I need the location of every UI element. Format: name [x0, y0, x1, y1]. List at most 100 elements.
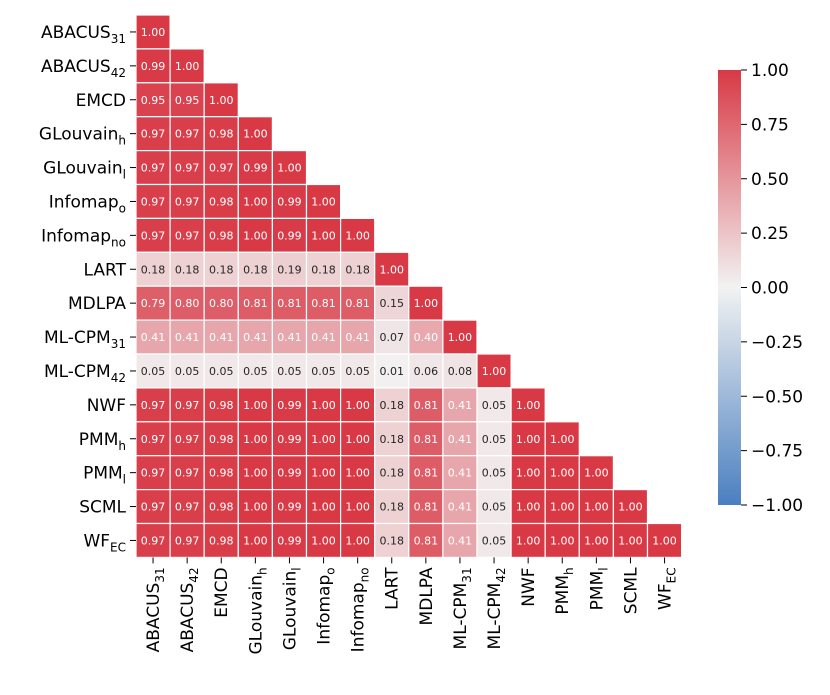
cell-value-label: 0.99	[277, 195, 302, 208]
heatmap-cell	[135, 387, 171, 423]
heatmap-cell	[476, 353, 512, 389]
cell-value-label: 0.05	[141, 365, 166, 378]
cell-value-label: 1.00	[277, 162, 302, 175]
heatmap-cell	[340, 489, 376, 525]
cell-value-label: 0.97	[141, 501, 166, 514]
colorbar-tick-label: −0.50	[751, 387, 803, 407]
cell-value-label: 0.18	[380, 433, 405, 446]
cell-value-label: 0.41	[448, 399, 473, 412]
heatmap-cell	[408, 353, 444, 389]
heatmap-cell	[169, 183, 205, 220]
heatmap-cell	[203, 82, 239, 118]
cell-value-label: 1.00	[516, 433, 541, 446]
heatmap-cell	[271, 319, 308, 355]
heatmap-cell	[340, 522, 376, 559]
cell-value-label: 0.05	[277, 365, 302, 378]
cell-value-label: 1.00	[311, 195, 336, 208]
cell-value-label: 0.41	[448, 467, 473, 480]
cell-value-label: 1.00	[243, 433, 268, 446]
cell-value-label: 0.18	[380, 467, 405, 480]
heatmap-cell	[374, 522, 410, 559]
heatmap-cells	[135, 14, 683, 559]
heatmap-cell	[476, 421, 512, 457]
cell-value-label: 0.98	[209, 128, 234, 141]
cell-value-label: 0.05	[482, 399, 507, 412]
cell-value-label: 0.19	[277, 263, 302, 276]
colorbar-tick-label: −1.00	[751, 496, 803, 516]
cell-value-label: 0.97	[209, 162, 234, 175]
cell-value-label: 1.00	[243, 501, 268, 514]
cell-value-label: 0.97	[175, 467, 200, 480]
colorbar-tick-label: 1.00	[751, 61, 789, 81]
cell-value-label: 1.00	[550, 433, 575, 446]
row-label: MDLPA	[68, 294, 126, 314]
heatmap-cell	[612, 489, 649, 525]
row-label: WFEC	[83, 531, 126, 554]
cell-value-label: 0.99	[277, 467, 302, 480]
heatmap-cell	[646, 522, 683, 559]
cell-value-label: 0.18	[141, 263, 166, 276]
cell-value-label: 0.18	[311, 263, 336, 276]
cell-value-label: 0.98	[209, 229, 234, 242]
column-label: Infomapno	[349, 567, 372, 652]
colorbar-tick-label: −0.25	[751, 333, 803, 353]
row-label: ABACUS31	[41, 23, 126, 46]
cell-value-label: 0.97	[175, 534, 200, 547]
column-label: GLouvainl	[280, 567, 303, 650]
heatmap-cell	[305, 319, 342, 355]
column-label: NWF	[519, 567, 539, 606]
cell-value-label: 1.00	[584, 501, 609, 514]
cell-value-label: 1.00	[243, 128, 268, 141]
row-label: Infomapno	[41, 226, 126, 249]
cell-value-label: 0.18	[380, 501, 405, 514]
column-label: WFEC	[656, 567, 679, 610]
cell-value-label: 1.00	[448, 331, 473, 344]
cell-value-label: 1.00	[311, 467, 336, 480]
row-label: Infomapo	[49, 192, 126, 215]
heatmap-cell	[476, 387, 512, 423]
row-label: ABACUS42	[41, 57, 126, 80]
cell-value-label: 0.98	[209, 534, 234, 547]
heatmap-cell	[340, 387, 376, 423]
cell-value-label: 0.41	[141, 331, 166, 344]
cell-value-label: 0.81	[243, 297, 268, 310]
heatmap-cell	[169, 522, 205, 559]
heatmap-cell	[169, 217, 205, 253]
cell-value-label: 0.41	[448, 433, 473, 446]
heatmap-cell	[305, 387, 342, 423]
heatmap-cell	[237, 455, 274, 491]
heatmap-cell	[135, 251, 171, 287]
heatmap-cell	[135, 353, 171, 389]
cell-value-label: 0.81	[414, 399, 439, 412]
heatmap-cell	[203, 387, 239, 423]
column-label: ABACUS42	[178, 567, 201, 652]
row-label: PMMl	[83, 464, 126, 487]
cell-value-label: 0.97	[141, 229, 166, 242]
heatmap-cell-labels: 1.00 0.99 1.00 0.95 0.95 1.00 0.97 0.97 0.98 1.00…	[141, 26, 677, 548]
cell-value-label: 0.05	[482, 467, 507, 480]
column-label: Infomapo	[315, 567, 338, 644]
row-labels: ABACUS31 ABACUS42 EMCD GLouvainh GLouvainl In…	[39, 23, 136, 554]
colorbar-tick-label: 0.75	[751, 115, 789, 135]
cell-value-label: 1.00	[550, 534, 575, 547]
cell-value-label: 0.18	[243, 263, 268, 276]
row-label: LART	[84, 260, 127, 280]
heatmap-cell	[442, 421, 478, 457]
cell-value-label: 0.05	[482, 433, 507, 446]
cell-value-label: 0.41	[448, 534, 473, 547]
heatmap-cell	[544, 421, 580, 457]
heatmap-cell	[237, 116, 274, 152]
cell-value-label: 0.97	[141, 195, 166, 208]
heatmap-cell	[510, 387, 546, 423]
cell-value-label: 0.95	[141, 94, 166, 107]
row-label: ML-CPM42	[44, 362, 126, 385]
heatmap-cell	[135, 285, 171, 321]
heatmap-cell	[203, 251, 239, 287]
heatmap-cell	[135, 522, 171, 559]
heatmap-cell	[305, 455, 342, 491]
cell-value-label: 0.97	[141, 162, 166, 175]
row-label: SCML	[79, 498, 126, 518]
cell-value-label: 0.97	[175, 229, 200, 242]
heatmap-cell	[169, 387, 205, 423]
